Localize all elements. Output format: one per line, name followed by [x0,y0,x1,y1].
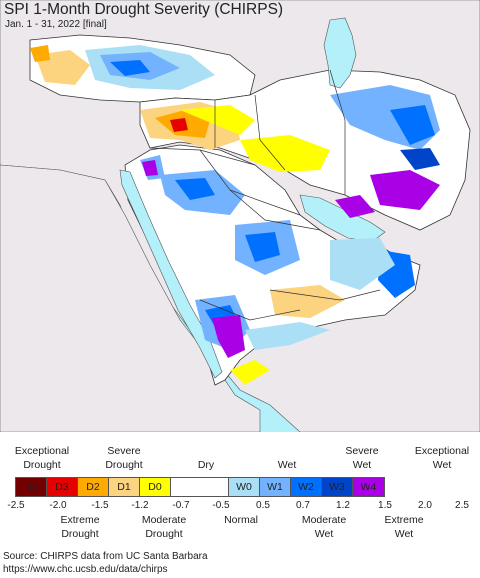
persian-gulf [299,194,386,243]
legend-label-exceptional-drought: Exceptional Drought [14,445,70,471]
legend-tick: -0.5 [212,500,230,511]
legend-label-extreme-drought: Extreme Drought [60,514,100,540]
legend-label-dry: Dry [197,459,215,471]
map-title: SPI 1-Month Drought Severity (CHIRPS) [4,1,284,18]
legend-tick: 0.5 [256,500,270,511]
legend-tick: 0.7 [296,500,310,511]
legend-tick: -2.0 [49,500,67,511]
legend-tick: 2.5 [455,500,469,511]
legend-label-normal: Normal [224,514,258,526]
legend-color-bar: D4 D3 D2 D1 D0 W0 W1 W2 W3 W4 [15,477,385,497]
legend-swatch-d1: D1 [109,478,140,496]
legend-label-moderate-drought: Moderate Drought [141,514,187,540]
legend-tick: -0.7 [172,500,190,511]
legend-swatch-d4: D4 [16,478,47,496]
legend-swatch-w4: W4 [353,478,384,496]
legend-swatch-d2: D2 [78,478,109,496]
source-url: https://www.chc.ucsb.edu/data/chirps [3,564,168,575]
legend-tick: -1.2 [131,500,149,511]
legend-swatch-d0: D0 [140,478,171,496]
legend-tick: 1.2 [336,500,350,511]
legend-label-exceptional-wet: Exceptional Wet [414,445,470,471]
red-sea [119,169,223,379]
legend-tick: 2.0 [418,500,432,511]
source-credit: Source: CHIRPS data from UC Santa Barbar… [3,551,208,562]
legend-label-wet: Wet [277,459,297,471]
legend-tick: 1.5 [378,500,392,511]
legend-swatch-w0: W0 [229,478,260,496]
legend-swatch-d3: D3 [47,478,78,496]
legend-label-extreme-wet: Extreme Wet [384,514,424,540]
caspian-sea [323,17,357,89]
drought-map [0,0,480,432]
legend-swatch-w1: W1 [260,478,291,496]
map-subtitle: Jan. 1 - 31, 2022 [final] [5,19,107,30]
legend-swatch-normal [171,478,229,496]
legend-swatch-w2: W2 [291,478,322,496]
borders [149,69,381,321]
legend-swatch-w3: W3 [322,478,353,496]
legend-label-moderate-wet: Moderate Wet [301,514,347,540]
legend-label-severe-wet: Severe Wet [345,445,379,471]
legend-tick: -1.5 [91,500,109,511]
legend-tick: -2.5 [7,500,25,511]
legend-label-severe-drought: Severe Drought [105,445,143,471]
